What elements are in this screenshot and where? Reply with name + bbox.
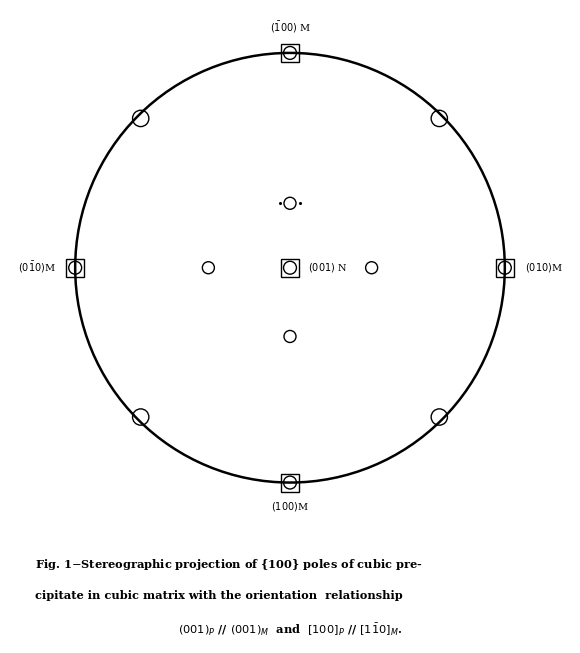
Bar	[496, 259, 514, 277]
Bar	[281, 44, 299, 62]
Text: $(010)$M: $(010)$M	[524, 261, 563, 274]
Text: $(001)_{P}$ // $(001)_{M}$  and  $[100]_{P}$ // $[1\bar{1}0]_{M}$.: $(001)_{P}$ // $(001)_{M}$ and $[100]_{P…	[178, 622, 402, 639]
Text: cipitate in cubic matrix with the orientation  relationship: cipitate in cubic matrix with the orient…	[35, 590, 403, 601]
Bar	[66, 259, 84, 277]
Text: $(\bar{1}00)$ M: $(\bar{1}00)$ M	[270, 20, 310, 35]
Bar	[281, 259, 299, 277]
Text: $(100)$M: $(100)$M	[271, 500, 309, 513]
Bar	[281, 473, 299, 492]
Text: $(0\bar{1}0)$M: $(0\bar{1}0)$M	[17, 260, 56, 276]
Text: Fig. 1$-$Stereographic projection of {100} poles of cubic pre-: Fig. 1$-$Stereographic projection of {10…	[35, 556, 422, 571]
Text: $(001)$ N: $(001)$ N	[307, 261, 347, 274]
